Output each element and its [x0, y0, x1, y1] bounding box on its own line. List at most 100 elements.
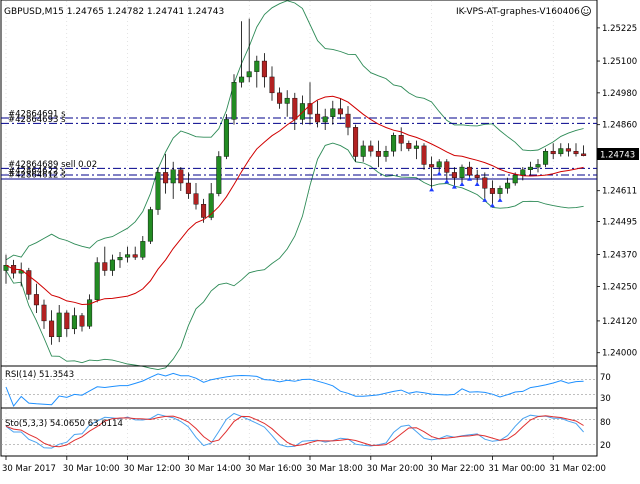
- candle[interactable]: [581, 145, 587, 157]
- candle[interactable]: [391, 132, 397, 157]
- candle[interactable]: [398, 127, 404, 152]
- trade-arrow-icon: [451, 184, 457, 189]
- candle[interactable]: [223, 114, 229, 160]
- candle[interactable]: [467, 161, 473, 178]
- candle[interactable]: [474, 169, 480, 184]
- candle[interactable]: [140, 236, 146, 260]
- candle[interactable]: [102, 246, 108, 276]
- time-axis-label: 30 Mar 18:00: [306, 464, 363, 474]
- candle[interactable]: [261, 53, 267, 88]
- candle[interactable]: [185, 172, 191, 199]
- candle[interactable]: [368, 140, 374, 157]
- candle[interactable]: [170, 161, 176, 199]
- candle[interactable]: [535, 159, 541, 173]
- candle[interactable]: [543, 148, 549, 168]
- time-axis-label: 30 Mar 12:00: [124, 464, 181, 474]
- candle[interactable]: [337, 98, 343, 120]
- candle[interactable]: [383, 145, 389, 162]
- candle[interactable]: [527, 161, 533, 176]
- price-scale-label: 1.24000: [602, 349, 637, 359]
- stochastic-label: Sto(5,3,3) 54.0650 63.6114: [5, 419, 123, 429]
- candle[interactable]: [246, 18, 252, 83]
- stochastic-panel[interactable]: Sto(5,3,3) 54.0650 63.6114 80 20: [0, 407, 611, 457]
- candle[interactable]: [459, 164, 465, 184]
- candle[interactable]: [33, 283, 39, 313]
- candle[interactable]: [421, 143, 427, 170]
- candle[interactable]: [147, 206, 153, 244]
- time-axis-label: 30 Mar 14:00: [184, 464, 241, 474]
- candle[interactable]: [520, 167, 526, 181]
- watermark-label: IK-VPS-AT-graphes-V160406: [456, 7, 580, 17]
- candle[interactable]: [79, 312, 85, 332]
- candle[interactable]: [482, 172, 488, 199]
- candle[interactable]: [558, 143, 564, 157]
- candle[interactable]: [284, 90, 290, 117]
- price-scale-label: 1.24370: [602, 251, 637, 261]
- candle[interactable]: [71, 307, 77, 335]
- rsi-label: RSI(14) 51.3543: [5, 370, 74, 380]
- trade-arrow-icon: [482, 197, 488, 202]
- time-axis-label: 31 Mar 00:00: [488, 464, 545, 474]
- main-price-panel[interactable]: 1.25225 1.25100 1.24980 1.24860 1.24611 1.244…: [0, 0, 639, 455]
- candle[interactable]: [178, 167, 184, 191]
- candle[interactable]: [512, 172, 518, 186]
- candle[interactable]: [436, 159, 442, 173]
- candle[interactable]: [94, 257, 100, 303]
- candle[interactable]: [26, 267, 32, 300]
- candle[interactable]: [307, 82, 313, 125]
- candle[interactable]: [231, 74, 237, 125]
- candle[interactable]: [330, 100, 336, 125]
- candle[interactable]: [87, 294, 93, 329]
- candle[interactable]: [429, 156, 435, 189]
- candle[interactable]: [49, 310, 55, 345]
- candle[interactable]: [489, 180, 495, 205]
- candle[interactable]: [505, 177, 511, 194]
- candle[interactable]: [64, 310, 70, 337]
- candle[interactable]: [109, 254, 115, 276]
- price-scale-label: 1.24495: [602, 217, 637, 227]
- time-axis-label: 30 Mar 20:00: [367, 464, 424, 474]
- candle[interactable]: [132, 246, 138, 260]
- candle[interactable]: [375, 140, 381, 168]
- candle[interactable]: [497, 185, 503, 199]
- candle[interactable]: [163, 153, 169, 194]
- time-axis-label: 30 Mar 2017: [2, 464, 56, 474]
- candle[interactable]: [254, 55, 260, 88]
- candle[interactable]: [360, 140, 366, 162]
- candle[interactable]: [125, 246, 131, 263]
- order-line-label: #42864691 s: [8, 110, 66, 120]
- lower-band-line: [5, 142, 584, 371]
- candle[interactable]: [299, 95, 305, 125]
- trade-arrow-icon: [459, 182, 465, 187]
- order-line-label: #42864693 s: [8, 115, 66, 125]
- trade-arrow-icon: [444, 179, 450, 184]
- candle[interactable]: [353, 124, 359, 162]
- candle[interactable]: [269, 66, 275, 101]
- candle[interactable]: [345, 106, 351, 136]
- candle[interactable]: [201, 198, 207, 223]
- candle[interactable]: [277, 87, 283, 109]
- stochastic-signal-line: [5, 415, 584, 448]
- candle[interactable]: [56, 304, 62, 343]
- candle[interactable]: [216, 151, 222, 197]
- candle[interactable]: [117, 251, 123, 268]
- candle[interactable]: [315, 100, 321, 128]
- candle[interactable]: [406, 140, 412, 152]
- candle[interactable]: [550, 143, 556, 160]
- candle[interactable]: [451, 167, 457, 186]
- candle[interactable]: [41, 299, 47, 329]
- trade-arrow-icon: [497, 197, 503, 202]
- price-scale-label: 1.25100: [602, 57, 637, 67]
- candle[interactable]: [193, 183, 199, 210]
- candle[interactable]: [565, 143, 571, 157]
- candle[interactable]: [413, 140, 419, 160]
- candle[interactable]: [155, 167, 161, 215]
- price-scale-label: 1.24120: [602, 317, 637, 327]
- candle[interactable]: [444, 159, 450, 181]
- candle[interactable]: [573, 143, 579, 157]
- candle[interactable]: [322, 108, 328, 130]
- candle[interactable]: [239, 21, 245, 88]
- time-axis-label: 30 Mar 22:00: [428, 464, 485, 474]
- price-scale-label: 1.25225: [602, 24, 637, 34]
